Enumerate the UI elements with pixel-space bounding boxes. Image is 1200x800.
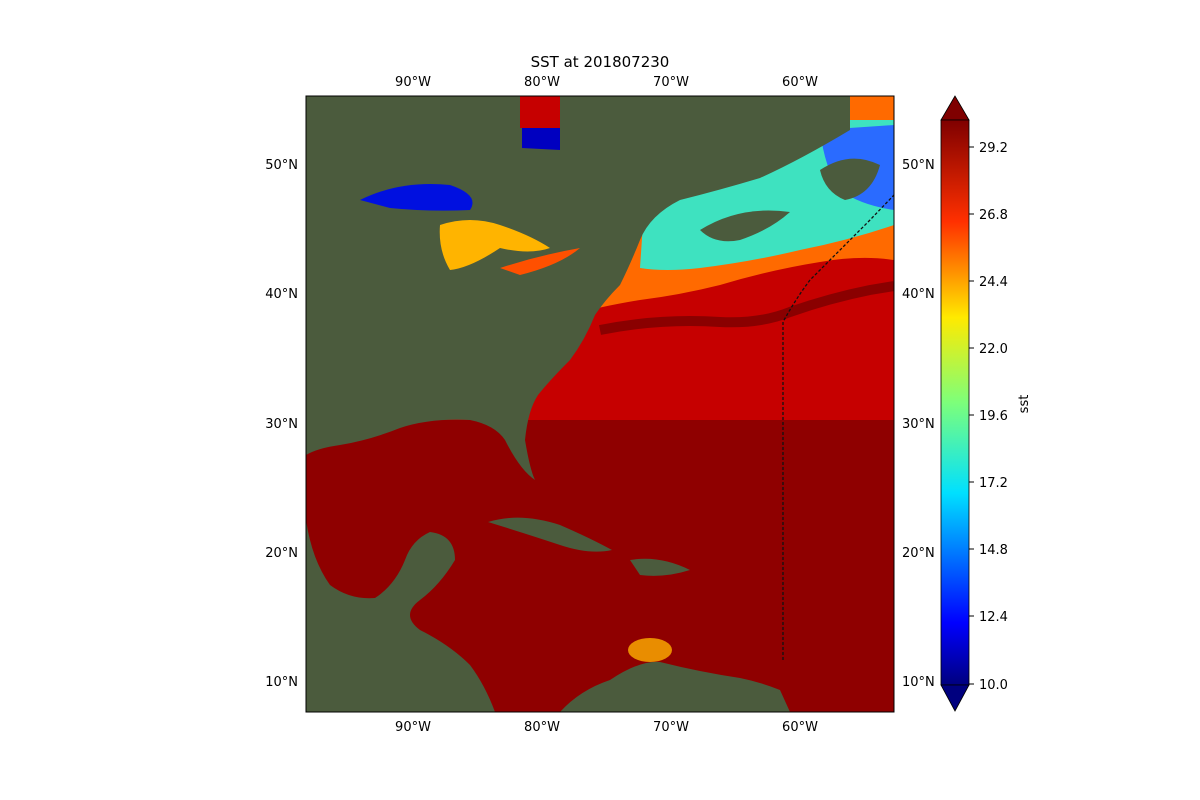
lon-tick-bottom-70w: 70°W — [653, 720, 689, 735]
lat-tick-right-30n: 30°N — [902, 417, 935, 432]
lon-tick-top-60w: 60°W — [782, 75, 818, 90]
lake-michigan-huron — [439, 220, 550, 270]
lon-tick-bottom-90w: 90°W — [395, 720, 431, 735]
hudson-bay-region — [522, 128, 560, 150]
lat-ticks: 50°N 40°N 30°N 20°N 10°N 50°N 40°N 30°N … — [265, 158, 935, 690]
lon-ticks: 90°W 80°W 70°W 60°W 90°W 80°W 70°W 60°W — [395, 75, 818, 735]
colorbar-tick: 29.2 — [979, 141, 1008, 156]
colorbar-tick: 14.8 — [979, 543, 1008, 558]
lon-tick-top-70w: 70°W — [653, 75, 689, 90]
figure-title: SST at 201807230 — [531, 53, 670, 71]
lat-tick-left-50n: 50°N — [265, 158, 298, 173]
colorbar-label: sst — [1017, 395, 1032, 414]
colorbar-body — [940, 119, 970, 686]
colorbar-tick: 12.4 — [979, 610, 1008, 625]
land-south-america — [560, 661, 790, 712]
map-panel — [306, 96, 894, 712]
lon-tick-top-90w: 90°W — [395, 75, 431, 90]
lon-tick-bottom-80w: 80°W — [524, 720, 560, 735]
colorbar-tick: 10.0 — [979, 678, 1008, 693]
lat-tick-left-10n: 10°N — [265, 675, 298, 690]
lake-superior — [360, 184, 473, 211]
land-newfoundland — [820, 158, 880, 200]
lat-tick-left-30n: 30°N — [265, 417, 298, 432]
land-central-america — [306, 520, 495, 712]
lat-tick-right-20n: 20°N — [902, 546, 935, 561]
colorbar-extend-bottom — [940, 684, 970, 712]
map-frame — [305, 95, 895, 713]
warm-spot — [628, 638, 672, 662]
colorbar-tick: 17.2 — [979, 476, 1008, 491]
colorbar-tick: 19.6 — [979, 409, 1008, 424]
colorbar-tick: 24.4 — [979, 275, 1008, 290]
lat-tick-left-20n: 20°N — [265, 546, 298, 561]
lat-tick-right-10n: 10°N — [902, 675, 935, 690]
land-cuba — [488, 517, 612, 552]
colorbar-tick: 26.8 — [979, 208, 1008, 223]
colorbar-extend-top — [940, 95, 970, 121]
lon-tick-top-80w: 80°W — [524, 75, 560, 90]
ship-track — [782, 194, 894, 660]
lat-tick-right-40n: 40°N — [902, 287, 935, 302]
colorbar: 29.2 26.8 24.4 22.0 19.6 17.2 14.8 12.4 … — [940, 95, 1032, 712]
lat-tick-left-40n: 40°N — [265, 287, 298, 302]
gulf-stream-front — [599, 281, 894, 335]
lat-tick-right-50n: 50°N — [902, 158, 935, 173]
land-nova-scotia — [700, 210, 790, 242]
colorbar-tick: 22.0 — [979, 342, 1008, 357]
land-hispaniola — [630, 558, 690, 576]
lake-erie-ontario — [500, 248, 580, 275]
lon-tick-bottom-60w: 60°W — [782, 720, 818, 735]
colorbar-ticks: 29.2 26.8 24.4 22.0 19.6 17.2 14.8 12.4 … — [969, 141, 1008, 693]
